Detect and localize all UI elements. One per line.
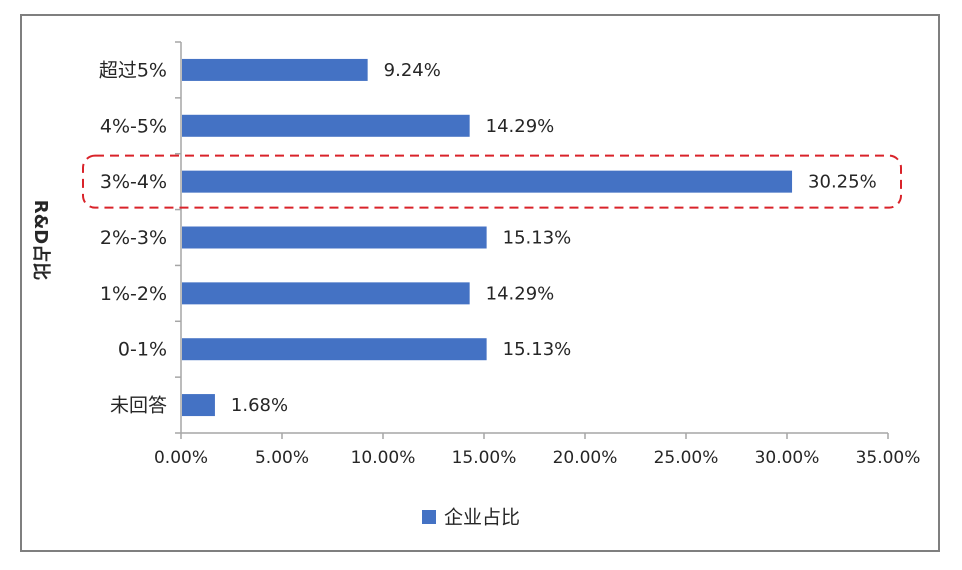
category-label: 4%-5%: [100, 115, 167, 137]
data-label: 9.24%: [384, 60, 441, 81]
x-tick-label: 0.00%: [154, 448, 208, 468]
category-label: 0-1%: [118, 339, 167, 361]
highlight-box: [82, 154, 902, 209]
x-tick-label: 30.00%: [755, 448, 820, 468]
y-axis-title: R&D占比: [30, 200, 52, 281]
category-label: 未回答: [110, 395, 167, 417]
data-label: 14.29%: [486, 116, 555, 137]
bar: [182, 394, 215, 417]
data-label: 15.13%: [503, 339, 572, 360]
data-label: 14.29%: [486, 283, 555, 304]
bar: [182, 58, 368, 81]
category-label: 2%-3%: [100, 227, 167, 249]
bar: [182, 114, 470, 137]
x-tick-label: 20.00%: [553, 448, 618, 468]
category-label: 1%-2%: [100, 283, 167, 305]
category-label: 超过5%: [99, 59, 167, 81]
x-tick-label: 10.00%: [351, 448, 416, 468]
x-tick-label: 5.00%: [255, 448, 309, 468]
x-tick-label: 35.00%: [856, 448, 921, 468]
x-tick-label: 25.00%: [654, 448, 719, 468]
legend: 企业占比: [422, 507, 520, 529]
legend-swatch: [422, 510, 436, 524]
data-label: 30.25%: [808, 172, 877, 193]
bar: [182, 170, 793, 193]
bar: [182, 282, 470, 305]
bar: [182, 338, 487, 361]
bar: [182, 226, 487, 249]
x-tick-label: 15.00%: [452, 448, 517, 468]
legend-label: 企业占比: [444, 507, 520, 529]
data-label: 1.68%: [231, 395, 288, 416]
chart-frame: [20, 14, 940, 552]
data-label: 15.13%: [503, 228, 572, 249]
category-label: 3%-4%: [100, 171, 167, 193]
